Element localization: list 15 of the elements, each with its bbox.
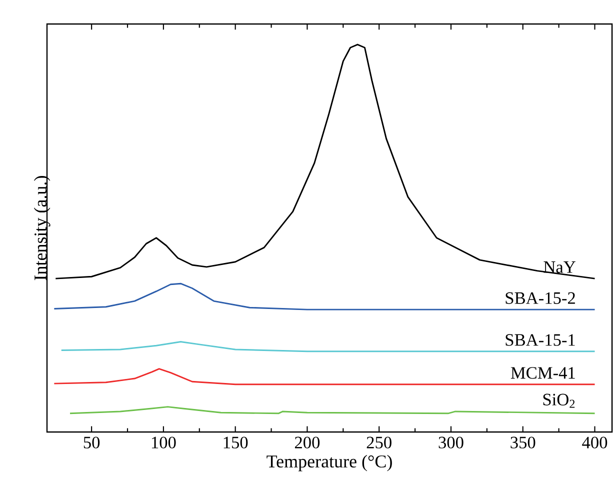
x-tick-label: 350 bbox=[510, 436, 536, 448]
x-tick-label: 100 bbox=[152, 436, 176, 448]
x-tick-label: 150 bbox=[224, 436, 248, 448]
y-axis-title: Intensity (a.u.) bbox=[34, 176, 50, 280]
series-label: SBA-15-2 bbox=[506, 292, 575, 304]
series-label: SiO$_{2}$ bbox=[543, 394, 575, 408]
x-tick-label: 250 bbox=[366, 436, 392, 448]
x-tick-label: 400 bbox=[582, 436, 608, 448]
series-label: SBA-15-1 bbox=[506, 334, 575, 346]
x-tick-label: 300 bbox=[438, 436, 464, 448]
x-axis-title: Temperature (°C) bbox=[266, 454, 392, 472]
x-tick-label: 50 bbox=[84, 436, 100, 448]
x-tick-label: 200 bbox=[294, 436, 320, 448]
series-label: MCM-41 bbox=[510, 367, 575, 379]
series-label: NaY bbox=[544, 261, 576, 273]
